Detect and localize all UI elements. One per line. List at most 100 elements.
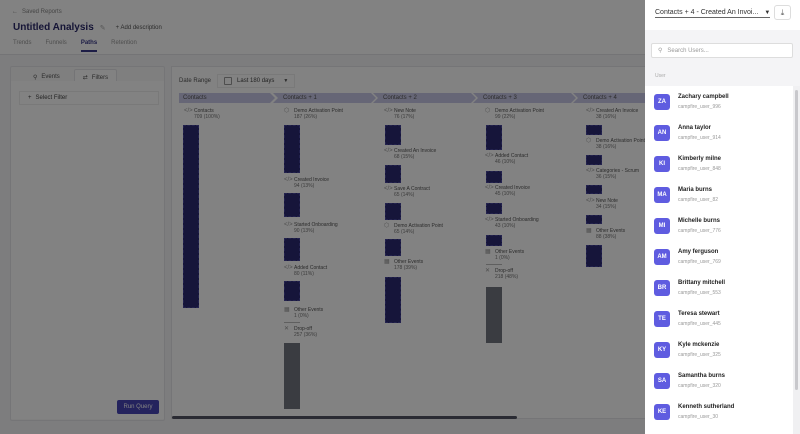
path-node[interactable]: </> New Note 76 (17%) (384, 108, 416, 120)
path-node[interactable]: </> Added Contact 46 (10%) (485, 153, 529, 165)
path-bar[interactable] (586, 185, 602, 194)
user-row[interactable]: ZA Zachary campbell campfire_user_996 (645, 86, 793, 117)
page-title: Untitled Analysis (13, 22, 94, 33)
path-node[interactable]: ⬡ Demo Activation Point 65 (14%) (384, 223, 443, 235)
path-bar[interactable] (284, 281, 300, 301)
path-bar[interactable] (385, 203, 401, 220)
pin-icon: ⚲ (33, 74, 38, 81)
tab-events[interactable]: ⚲ Events (33, 74, 60, 81)
grid-icon: ▦ (384, 259, 390, 265)
divider (486, 264, 502, 265)
path-step-select[interactable]: Contacts + 4 - Created An Invoi... ▼ (655, 9, 771, 18)
path-node[interactable]: </> Contacts 709 (100%) (184, 108, 220, 120)
path-bar[interactable] (486, 203, 502, 214)
user-row[interactable]: AN Anna taylor campfire_user_914 (645, 117, 793, 148)
dropoff-bar[interactable] (284, 343, 300, 409)
modal-backdrop[interactable] (0, 0, 645, 434)
download-button[interactable]: ⤓ (774, 5, 791, 20)
arrow-left-icon: ← (12, 9, 18, 15)
user-row[interactable]: KE Kenneth sutherland campfire_user_30 (645, 396, 793, 427)
path-bar[interactable] (586, 155, 602, 165)
path-bar[interactable] (385, 277, 401, 323)
path-bar[interactable] (586, 245, 602, 267)
path-node[interactable]: ⬡ Demo Activation Point 99 (22%) (485, 108, 544, 120)
user-row[interactable]: KY Kyle mckenzie campfire_user_325 (645, 334, 793, 365)
back-link[interactable]: ← Saved Reports (12, 9, 62, 15)
run-query-button[interactable]: Run Query (117, 400, 159, 414)
path-bar[interactable] (486, 171, 502, 183)
path-node[interactable]: </> Added Contact 80 (11%) (284, 265, 328, 277)
select-filter-button[interactable]: + Select Filter (19, 91, 159, 105)
user-column-header: User (655, 73, 666, 79)
analysis-tabs: Trends Funnels Paths Retention (13, 40, 137, 52)
path-bar[interactable] (486, 125, 502, 150)
download-icon: ⤓ (780, 7, 785, 17)
column-header: Contacts + 2 (373, 93, 476, 103)
user-row[interactable]: MA Maria burns campfire_user_82 (645, 179, 793, 210)
code-icon: </> (384, 186, 393, 192)
dropoff-bar[interactable] (486, 287, 502, 343)
path-node[interactable]: ✕ Drop-off 218 (48%) (485, 268, 519, 280)
code-icon: </> (284, 265, 293, 271)
path-node[interactable]: </> Created An Invoice 38 (16%) (586, 108, 639, 120)
path-bar[interactable] (486, 235, 502, 246)
vertical-scrollbar-thumb[interactable] (795, 90, 798, 390)
path-node[interactable]: </> Created Invoice 94 (13%) (284, 177, 330, 189)
user-row[interactable]: BR Brittany mitchell campfire_user_553 (645, 272, 793, 303)
path-bar[interactable] (385, 125, 401, 145)
cube-icon: ⬡ (384, 223, 390, 229)
divider (284, 322, 300, 323)
path-bar[interactable] (284, 238, 300, 261)
cube-icon: ⬡ (284, 108, 290, 114)
user-row[interactable]: MI Michelle burns campfire_user_776 (645, 210, 793, 241)
tab-funnels[interactable]: Funnels (45, 40, 67, 46)
user-row[interactable]: TE Teresa stewart campfire_user_445 (645, 303, 793, 334)
x-icon: ✕ (485, 268, 491, 274)
date-range-select[interactable]: Last 180 days ▼ (217, 74, 296, 88)
path-node[interactable]: ▦ Other Events 1 (0%) (485, 249, 525, 261)
user-row[interactable]: KI Kimberly milne campfire_user_848 (645, 148, 793, 179)
user-row[interactable]: SA Samantha burns campfire_user_320 (645, 365, 793, 396)
code-icon: </> (384, 148, 393, 154)
path-node[interactable]: ⬡ Demo Activation Point 187 (26%) (284, 108, 343, 120)
path-bar[interactable] (284, 193, 300, 217)
tab-trends[interactable]: Trends (13, 40, 32, 46)
avatar: MI (654, 218, 670, 234)
search-users-input[interactable]: ⚲ Search Users... (651, 43, 793, 58)
code-icon: </> (485, 153, 494, 159)
path-bar[interactable] (586, 215, 602, 224)
grid-icon: ▦ (485, 249, 491, 255)
path-node[interactable]: </> Started Onboarding 43 (10%) (485, 217, 539, 229)
path-bar[interactable] (385, 165, 401, 183)
calendar-icon (224, 77, 233, 85)
avatar: KE (654, 404, 670, 420)
path-bar[interactable] (586, 125, 602, 135)
path-node[interactable]: </> Created An Invoice 68 (15%) (384, 148, 437, 160)
code-icon: </> (485, 185, 494, 191)
path-node[interactable]: ✕ Drop-off 257 (36%) (284, 326, 318, 338)
avatar: ZA (654, 94, 670, 110)
code-icon: </> (586, 108, 595, 114)
path-node[interactable]: </> Created Invoice 45 (10%) (485, 185, 531, 197)
path-node[interactable]: </> New Note 34 (15%) (586, 198, 618, 210)
search-icon: ⚲ (658, 48, 663, 54)
date-range-label: Date Range (179, 78, 212, 84)
tab-retention[interactable]: Retention (111, 40, 137, 46)
path-node[interactable]: </> Save A Contract 65 (14%) (384, 186, 430, 198)
path-node[interactable]: ▦ Other Events 178 (39%) (384, 259, 424, 271)
path-bar[interactable] (385, 239, 401, 256)
grid-icon: ▦ (284, 307, 290, 313)
add-description-button[interactable]: + Add description (115, 24, 162, 31)
path-node[interactable]: ⬡ Demo Activation Point 38 (16%) (586, 138, 645, 150)
user-row[interactable]: AM Amy ferguson campfire_user_769 (645, 241, 793, 272)
tab-paths[interactable]: Paths (80, 40, 98, 52)
path-node[interactable]: ▦ Other Events 1 (0%) (284, 307, 324, 319)
path-node[interactable]: </> Started Onboarding 90 (13%) (284, 222, 338, 234)
path-bar[interactable] (183, 125, 199, 308)
path-bar[interactable] (284, 125, 300, 173)
path-node[interactable]: ▦ Other Events 88 (38%) (586, 228, 626, 240)
users-drawer: Contacts + 4 - Created An Invoi... ▼ ⤓ ⚲… (645, 0, 800, 434)
horizontal-scrollbar[interactable] (172, 416, 517, 419)
pencil-icon[interactable]: ✎ (99, 24, 106, 32)
path-node[interactable]: </> Categories - Scrum 36 (15%) (586, 168, 640, 180)
